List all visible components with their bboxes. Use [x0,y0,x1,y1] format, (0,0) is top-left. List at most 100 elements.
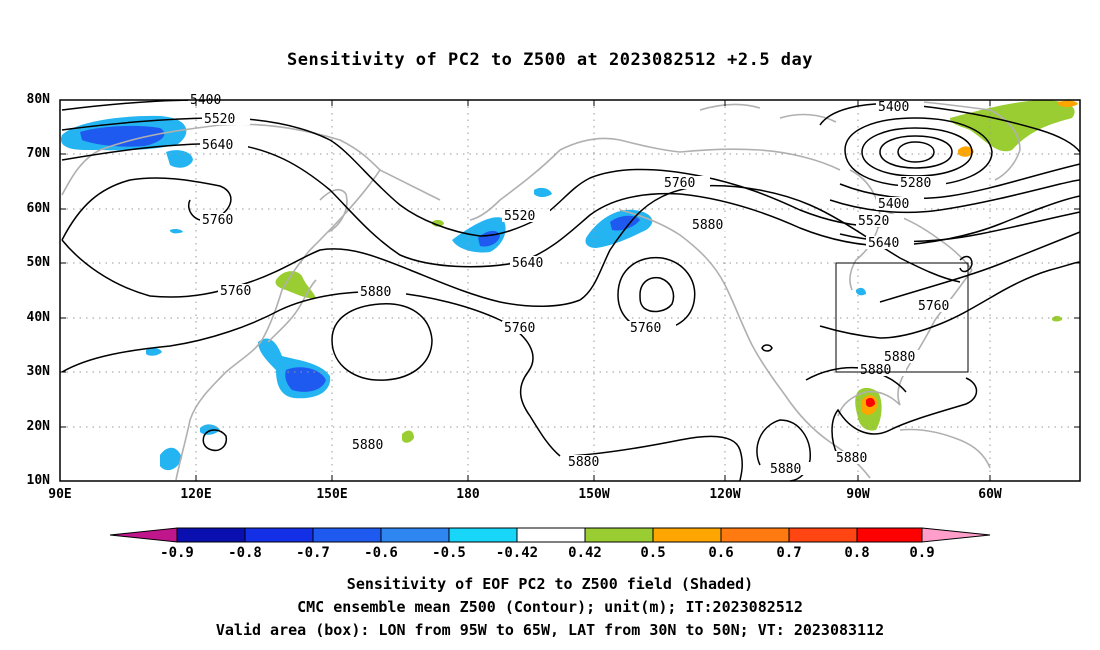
contour-label: 5880 [884,350,915,365]
colorbar-segment [244,527,314,543]
plot-title: Sensitivity of PC2 to Z500 at 2023082512… [286,50,813,70]
lon-tick: 120E [180,487,212,502]
colorbar-tick: 0.7 [776,545,802,561]
lon-tick: 60W [978,487,1002,502]
contour-label: 5760 [918,299,949,314]
valid-area-box [835,262,969,373]
contour-5880-box [819,261,1081,339]
colorbar-segment [652,527,722,543]
contour-label: 5760 [630,321,661,336]
contour-label: 5760 [504,321,535,336]
lat-tick: 70N [26,146,50,161]
coast-alaska [469,137,726,286]
shade-neg-small-6 [170,228,183,234]
sensitivity-shading [60,100,1078,471]
contour-label: 5880 [360,285,391,300]
coast-asia [61,123,441,481]
colorbar-tick: -0.5 [432,545,466,561]
colorbar-segment [380,527,450,543]
contour-label: 5520 [858,214,889,229]
colorbar-segment [176,527,246,543]
contour-low-ne-4 [897,141,935,163]
lat-tick: 30N [26,364,50,379]
coast-caribbean [899,428,991,469]
lat-tick: 20N [26,419,50,434]
z500-contours [61,99,1081,482]
contour-5760-box [879,231,1081,303]
contour-5760-alaska [579,184,961,301]
shade-pos-pacific [402,430,414,443]
lat-tick: 60N [26,201,50,216]
coast-kamchatka [319,188,348,233]
lon-tick: 90W [846,487,870,502]
contour-label: 5280 [900,176,931,191]
colorbar-tick: 0.8 [844,545,870,561]
lat-tick: 50N [26,255,50,270]
shade-neg-small-2 [200,424,220,435]
colorbar-tick: -0.7 [296,545,330,561]
caption-line-3: Valid area (box): LON from 95W to 65W, L… [215,621,885,639]
map-frame [59,99,1081,482]
contour-label: 5520 [504,209,535,224]
colorbar-segment [856,527,923,543]
colorbar-tick: -0.6 [364,545,398,561]
coast-arctic-islands [699,103,837,123]
lon-tick: 90E [48,487,72,502]
contour-label: 5880 [860,363,891,378]
contour-label: 5640 [202,138,233,153]
lon-tick: 150W [578,487,610,502]
shade-neg-siberia-2 [166,150,193,168]
contour-label: 5640 [868,236,899,251]
contour-5400-top [61,99,201,111]
colorbar-tick: -0.8 [228,545,262,561]
shade-neg-siberia-core [80,125,165,147]
contour-small-gulf [761,344,773,352]
shade-neg-small-1 [146,347,162,356]
lat-tick: 80N [26,92,50,107]
colorbar-segment [312,527,382,543]
contour-label: 5880 [692,218,723,233]
contour-label: 5880 [352,438,383,453]
colorbar-tick: 0.9 [909,545,935,561]
coast-north-america-west [679,148,871,479]
axis-ticks [60,99,1080,481]
contour-label: 5880 [568,455,599,470]
contour-label: 5760 [202,213,233,228]
caption-line-1: Sensitivity of EOF PC2 to Z500 field (Sh… [346,575,754,593]
contour-5880-high [331,303,433,381]
contour-low-ne-1 [844,117,993,187]
colorbar-segment [720,527,790,543]
lon-tick: 150E [316,487,348,502]
shade-pos-east [1052,315,1062,322]
colorbar-tick: -0.9 [160,545,194,561]
colorbar-segment [584,527,654,543]
contour-5640 [61,142,1081,268]
colorbar-segment [921,527,991,543]
contour-low-pacific-outer [617,256,696,331]
contour-label: 5400 [878,100,909,115]
colorbar-tick: 0.6 [708,545,734,561]
contour-5520-ne [829,179,1081,214]
contour-low-ne-2 [861,127,973,177]
gridlines [60,100,1080,481]
colorbar-segment [516,527,586,543]
contour-label: 5760 [220,284,251,299]
shade-neg-small-3 [160,447,182,471]
lon-tick: 180 [456,487,480,502]
contour-label: 5400 [878,197,909,212]
contour-label: 5880 [836,451,867,466]
colorbar-tick: 0.42 [568,545,602,561]
lat-tick: 10N [26,473,50,488]
contour-5880-japan [61,290,561,457]
contour-label: 5760 [664,176,695,191]
shade-pos-greenland-orange-2 [1058,100,1078,107]
contour-low-pacific-inner [639,276,675,313]
colorbar-segment [109,527,178,543]
colorbar-segment [448,527,518,543]
contour-small-sea [202,429,228,452]
shade-neg-japan-core [285,367,326,392]
lat-tick: 40N [26,310,50,325]
colorbar-segment [788,527,858,543]
contour-5400-ne [819,102,1081,153]
contour-low-ne-3 [879,135,953,169]
